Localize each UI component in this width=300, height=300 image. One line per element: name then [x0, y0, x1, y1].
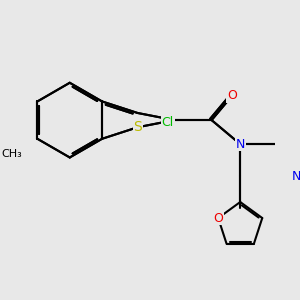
- Text: CH₃: CH₃: [1, 149, 22, 159]
- Text: N: N: [236, 138, 245, 151]
- Text: N: N: [292, 170, 300, 183]
- Text: Cl: Cl: [162, 116, 174, 129]
- Text: O: O: [213, 212, 223, 224]
- Text: O: O: [227, 89, 237, 102]
- Text: S: S: [133, 120, 142, 134]
